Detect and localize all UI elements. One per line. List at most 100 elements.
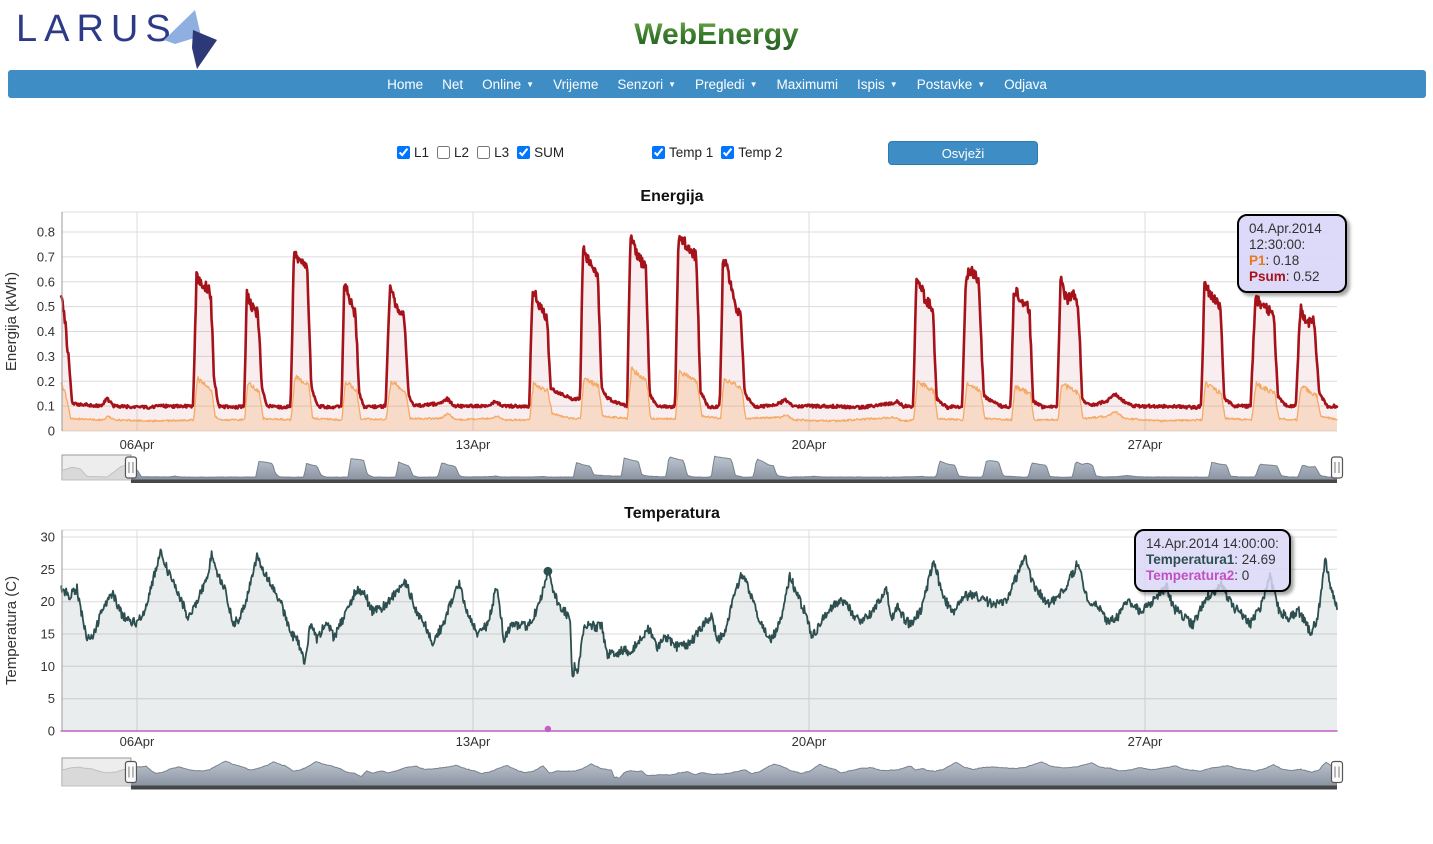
navigator-area-pale <box>62 463 131 481</box>
psum-line <box>59 234 1339 411</box>
series-checkbox-sum[interactable] <box>517 146 531 159</box>
y-tick-label: 0.5 <box>37 299 55 314</box>
nav-item-pregledi[interactable]: Pregledi ▼ <box>695 77 757 92</box>
temperature-tooltip-datetime: 14.Apr.2014 14:00:00: <box>1146 536 1279 551</box>
energy-chart-plot: 0 0.1 0.2 0.3 0.4 0.5 0.6 0.7 0.8 06Apr 13Apr 20Apr… <box>3 211 1339 452</box>
nav-item-label: Net <box>442 76 464 92</box>
nav-item-label: Pregledi <box>695 76 745 92</box>
tooltip-row-psum: Psum: 0.52 <box>1249 269 1320 284</box>
checkbox-label: L2 <box>454 145 470 160</box>
nav-item-label: Senzori <box>617 76 664 92</box>
temperature-tooltip: 14.Apr.2014 14:00:00: Temperatura1: 24.6… <box>1134 529 1291 592</box>
navigator-right-handle[interactable] <box>1330 456 1344 479</box>
navigator-scroll-bar[interactable] <box>130 785 1337 790</box>
series-checkbox-l3[interactable] <box>477 146 491 159</box>
y-tick-label: 0.2 <box>37 374 55 389</box>
larus-logo-text: LARUS <box>16 10 178 48</box>
energy-navigator[interactable] <box>61 454 1344 484</box>
series-l2: L2 <box>437 145 469 160</box>
chevron-down-icon: ▼ <box>526 79 535 89</box>
x-tick-label: 20Apr <box>792 734 827 749</box>
larus-logo-swoosh-icon <box>163 10 217 69</box>
series-checkbox-temp-2[interactable] <box>721 146 735 159</box>
y-tick-label: 10 <box>41 659 55 674</box>
y-tick-label: 20 <box>41 594 55 609</box>
series-checkbox-temp-1[interactable] <box>652 146 665 159</box>
checkbox-label: L3 <box>494 145 510 160</box>
x-tick-label: 06Apr <box>120 437 155 452</box>
nav-item-ispis[interactable]: Ispis ▼ <box>857 77 898 92</box>
main-navbar: Home Net Online ▼ Vrijeme Senzori ▼ Pregledi ▼ Ma… <box>8 70 1426 98</box>
temperature-navigator[interactable] <box>61 757 1344 790</box>
energy-tooltip-date: 04.Apr.2014 <box>1249 221 1322 236</box>
nav-item-label: Vrijeme <box>553 76 599 92</box>
series-checkbox-l1[interactable] <box>397 146 410 159</box>
p1-line <box>60 366 1338 423</box>
chevron-down-icon: ▼ <box>749 79 758 89</box>
nav-item-postavke[interactable]: Postavke ▼ <box>917 77 985 92</box>
y-tick-label: 0.6 <box>37 274 55 289</box>
y-tick-label: 0.1 <box>37 399 55 414</box>
navigator-left-handle[interactable] <box>124 760 138 784</box>
nav-item-vrijeme[interactable]: Vrijeme <box>553 77 598 92</box>
navigator-area-pale <box>62 765 131 787</box>
nav-item-senzori[interactable]: Senzori ▼ <box>617 77 676 92</box>
navigator-right-handle[interactable] <box>1330 760 1344 784</box>
navigator-area[interactable] <box>62 455 1337 481</box>
nav-item-home[interactable]: Home <box>387 77 423 92</box>
series-temp-1: Temp 1 <box>652 145 713 160</box>
temperatura1-line <box>60 548 1338 678</box>
navigator-scroll-bar[interactable] <box>130 479 1337 484</box>
x-tick-label: 20Apr <box>792 437 827 452</box>
energy-series-checkbox-group: L1 L2 L3 SUM <box>397 145 572 160</box>
series-l1: L1 <box>397 145 429 160</box>
tooltip-row-temperatura1: Temperatura1: 24.69 <box>1146 552 1276 567</box>
temperature-chart-plot: 0 5 10 15 20 25 30 06Apr 13Apr 20Apr 27Apr Temperat… <box>3 529 1338 749</box>
tooltip-row-p1: P1: 0.18 <box>1249 253 1300 268</box>
y-tick-label: 15 <box>41 627 55 642</box>
series-checkbox-l2[interactable] <box>437 146 451 159</box>
controls-row: L1 L2 L3 SUM Temp 1 Temp 2 Osvježi <box>0 141 1433 169</box>
x-tick-label: 27Apr <box>1128 437 1163 452</box>
nav-item-net[interactable]: Net <box>442 77 463 92</box>
temperatura1-area <box>61 549 1338 731</box>
checkbox-label: Temp 1 <box>669 145 714 160</box>
x-tick-label: 13Apr <box>456 734 491 749</box>
y-tick-label: 5 <box>48 691 55 706</box>
temperature-chart-title: Temperatura <box>624 505 720 522</box>
temperature-y-axis-label: Temperatura (C) <box>3 576 20 685</box>
energy-tooltip: 04.Apr.2014 12:30:00: P1: 0.18 Psum: 0.52 <box>1237 214 1347 293</box>
nav-item-online[interactable]: Online ▼ <box>482 77 534 92</box>
nav-item-label: Home <box>387 76 424 92</box>
psum-area <box>61 235 1338 431</box>
checkbox-label: Temp 2 <box>738 145 783 160</box>
chevron-down-icon: ▼ <box>977 79 986 89</box>
series-l3: L3 <box>477 145 509 160</box>
checkbox-label: SUM <box>534 145 565 160</box>
x-tick-label: 27Apr <box>1128 734 1163 749</box>
chevron-down-icon: ▼ <box>668 79 677 89</box>
y-tick-label: 0.7 <box>37 249 55 264</box>
app-title: WebEnergy <box>0 18 1433 52</box>
nav-item-label: Maximumi <box>776 76 838 92</box>
y-tick-label: 30 <box>41 530 55 545</box>
series-temp-2: Temp 2 <box>721 145 783 160</box>
navigator-left-handle[interactable] <box>124 456 138 479</box>
navigator-area[interactable] <box>62 760 1337 787</box>
energy-y-axis-label: Energija (kWh) <box>3 272 20 371</box>
nav-item-odjava[interactable]: Odjava <box>1004 77 1047 92</box>
checkbox-label: L1 <box>414 145 430 160</box>
nav-item-label: Online <box>482 76 522 92</box>
larus-logo: LARUS <box>16 10 220 70</box>
nav-item-label: Ispis <box>857 76 885 92</box>
refresh-button[interactable]: Osvježi <box>888 141 1038 165</box>
y-tick-label: 0.8 <box>37 225 55 240</box>
y-tick-label: 0.4 <box>37 324 55 339</box>
chevron-down-icon: ▼ <box>889 79 898 89</box>
series-sum: SUM <box>517 145 564 160</box>
nav-item-maximumi[interactable]: Maximumi <box>776 77 838 92</box>
marker-temperatura1 <box>543 566 553 576</box>
y-tick-label: 0 <box>48 424 55 439</box>
nav-item-label: Odjava <box>1004 76 1047 92</box>
